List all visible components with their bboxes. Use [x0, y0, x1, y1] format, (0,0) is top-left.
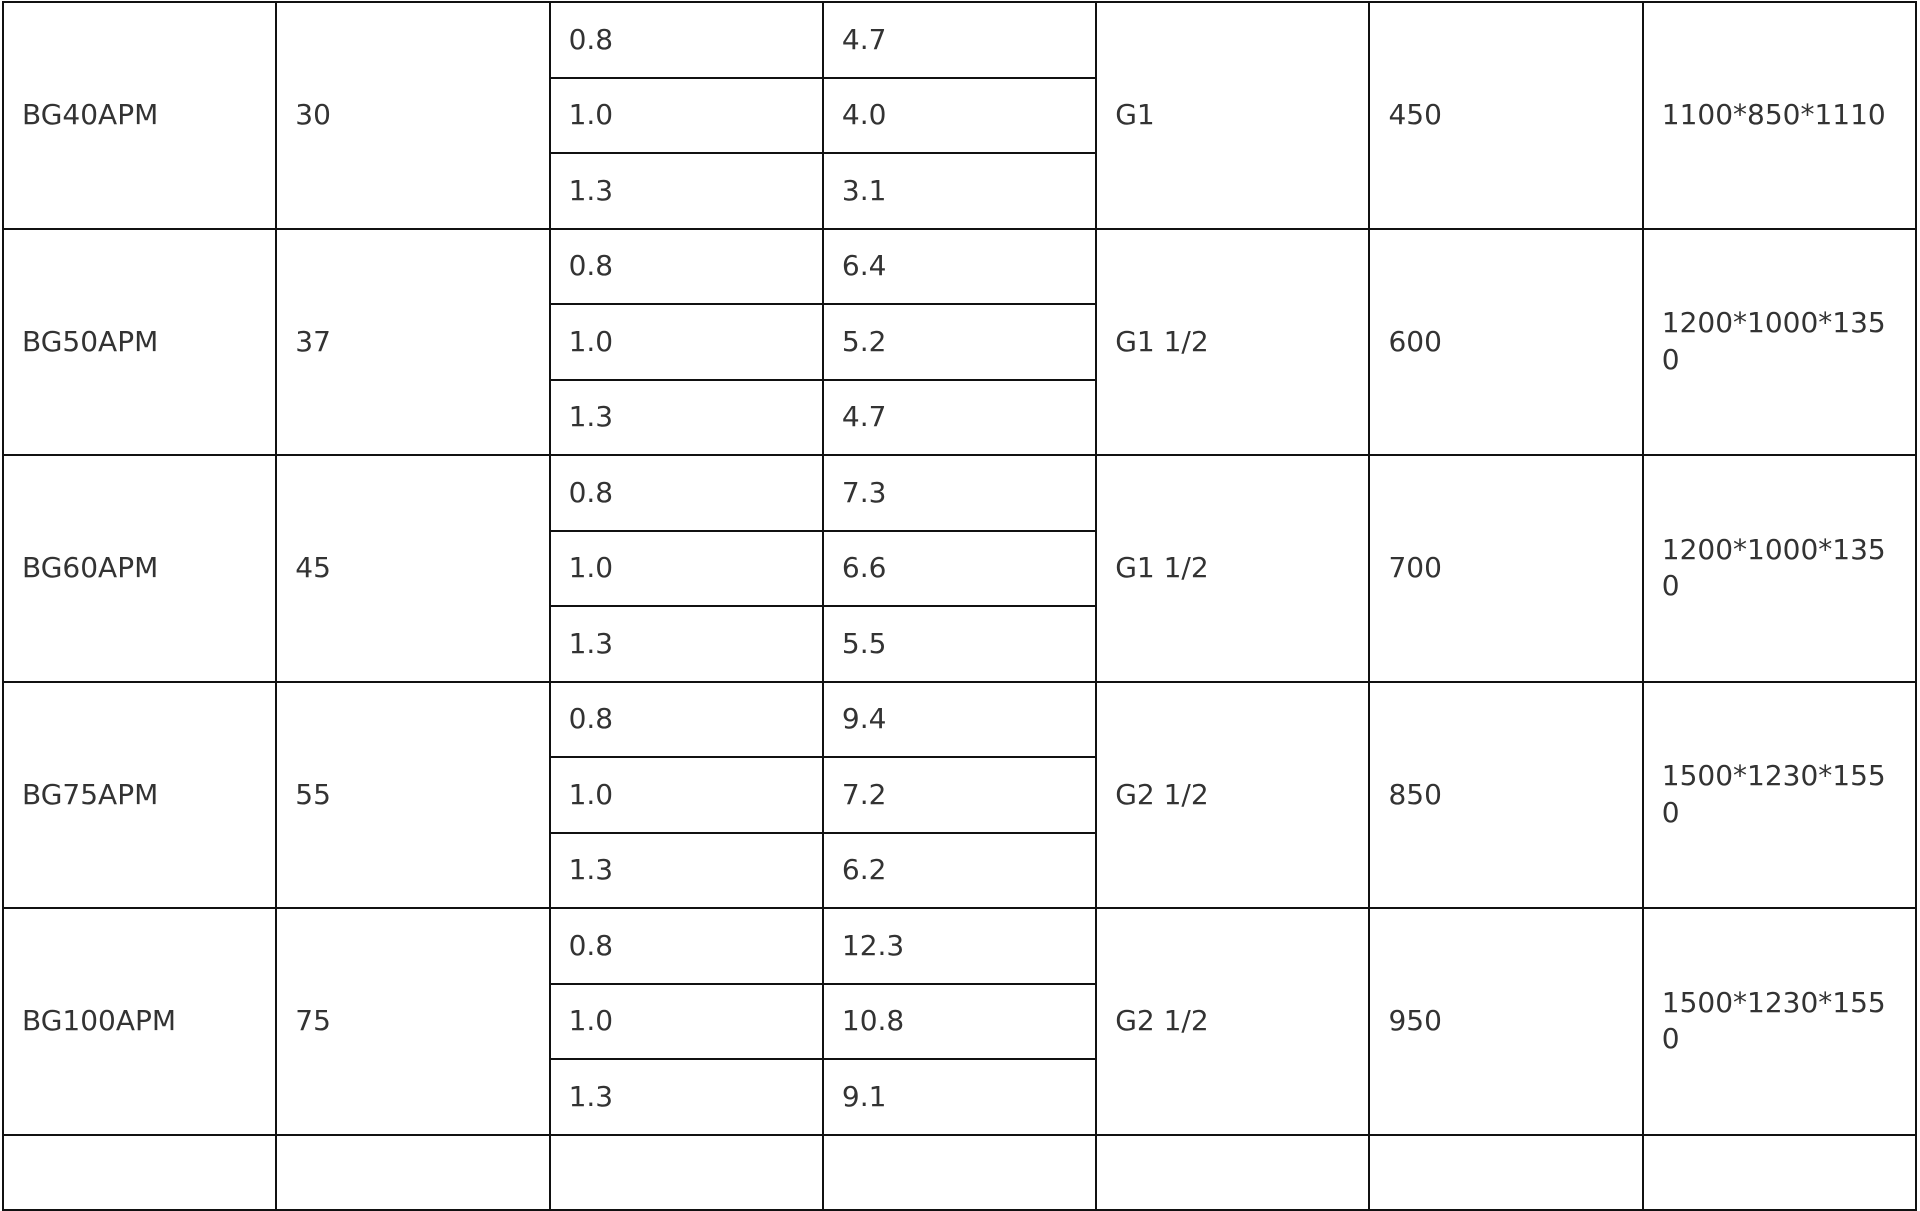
table-row: BG50APM 37 0.8 6.4 G1 1/2 600 1200*1000*1350	[1, 227, 1918, 456]
pressure-cell: 0.8	[548, 454, 824, 532]
model-cell: BG60APM	[1, 454, 278, 683]
table-row: 1.0 5.2	[3, 303, 1916, 381]
power-cell: 55	[275, 680, 551, 909]
outlet-cell: G2 1/2	[1095, 907, 1371, 1136]
empty-cell	[1095, 1133, 1371, 1211]
pressure-cell: 1.3	[548, 831, 824, 909]
table-row: BG100APM 75 0.8 12.3 G2 1/2 950 1500*1230*1550	[1, 907, 1918, 1136]
weight-cell: 950	[1368, 907, 1644, 1136]
pressure-cell: 0.8	[548, 907, 824, 985]
pressure-cell: 0.8	[548, 1, 824, 79]
table-row: 1.3 6.2	[3, 831, 1916, 909]
pressure-cell: 0.8	[548, 227, 824, 305]
table-row: 1.3 4.7	[3, 378, 1916, 456]
empty-cell	[821, 1133, 1098, 1211]
table-row: 1.3 5.5	[3, 605, 1916, 683]
pressure-cell: 0.8	[548, 680, 824, 758]
table-row: 1.0 10.8	[3, 982, 1916, 1060]
flow-cell: 10.8	[821, 982, 1098, 1060]
dimensions-cell: 1500*1230*1550	[1641, 907, 1918, 1136]
flow-cell: 12.3	[821, 907, 1098, 985]
pressure-cell: 1.3	[548, 152, 824, 230]
power-cell: 30	[275, 1, 551, 230]
pressure-cell: 1.0	[548, 529, 824, 607]
pressure-cell: 1.3	[548, 605, 824, 683]
flow-cell: 3.1	[821, 152, 1098, 230]
flow-cell: 9.1	[821, 1058, 1098, 1136]
outlet-cell: G2 1/2	[1095, 680, 1371, 909]
pressure-cell: 1.3	[548, 378, 824, 456]
outlet-cell: G1 1/2	[1095, 454, 1371, 683]
model-cell: BG100APM	[1, 907, 278, 1136]
flow-cell: 4.7	[821, 378, 1098, 456]
dimensions-cell: 1200*1000*1350	[1641, 227, 1918, 456]
pressure-cell: 1.0	[548, 303, 824, 381]
flow-cell: 7.2	[821, 756, 1098, 834]
weight-cell: 850	[1368, 680, 1644, 909]
power-cell: 75	[275, 907, 551, 1136]
power-cell: 37	[275, 227, 551, 456]
model-cell: BG40APM	[1, 1, 278, 230]
empty-cell	[275, 1133, 551, 1211]
pressure-cell: 1.0	[548, 982, 824, 1060]
dimensions-cell: 1500*1230*1550	[1641, 680, 1918, 909]
empty-cell	[1368, 1133, 1644, 1211]
flow-cell: 5.5	[821, 605, 1098, 683]
table-row: BG75APM 55 0.8 9.4 G2 1/2 850 1500*1230*1550	[1, 680, 1918, 909]
pressure-cell: 1.0	[548, 76, 824, 154]
empty-cell	[1641, 1133, 1918, 1211]
table-row: 1.0 7.2	[3, 756, 1916, 834]
weight-cell: 600	[1368, 227, 1644, 456]
dimensions-cell: 1100*850*1110	[1641, 1, 1918, 230]
flow-cell: 5.2	[821, 303, 1098, 381]
pressure-cell: 1.3	[548, 1058, 824, 1136]
empty-cell	[548, 1133, 824, 1211]
table-row: BG60APM 45 0.8 7.3 G1 1/2 700 1200*1000*1350	[1, 454, 1918, 683]
flow-cell: 6.6	[821, 529, 1098, 607]
power-cell: 45	[275, 454, 551, 683]
outlet-cell: G1 1/2	[1095, 227, 1371, 456]
model-cell: BG50APM	[1, 227, 278, 456]
flow-cell: 4.0	[821, 76, 1098, 154]
flow-cell: 6.4	[821, 227, 1098, 305]
weight-cell: 700	[1368, 454, 1644, 683]
dimensions-cell: 1200*1000*1350	[1641, 454, 1918, 683]
table-row: BG40APM 30 0.8 4.7 G1 450 1100*850*1110	[1, 1, 1918, 230]
table-row: 1.3 3.1	[3, 152, 1916, 230]
weight-cell: 450	[1368, 1, 1644, 230]
flow-cell: 6.2	[821, 831, 1098, 909]
flow-cell: 7.3	[821, 454, 1098, 532]
table-row	[1, 1133, 1918, 1211]
table-row: 1.3 9.1	[3, 1058, 1916, 1136]
flow-cell: 9.4	[821, 680, 1098, 758]
flow-cell: 4.7	[821, 1, 1098, 79]
table-row: 1.0 4.0	[3, 76, 1916, 154]
model-cell: BG75APM	[1, 680, 278, 909]
empty-cell	[1, 1133, 278, 1211]
table-row: 1.0 6.6	[3, 529, 1916, 607]
pressure-cell: 1.0	[548, 756, 824, 834]
outlet-cell: G1	[1095, 1, 1371, 230]
